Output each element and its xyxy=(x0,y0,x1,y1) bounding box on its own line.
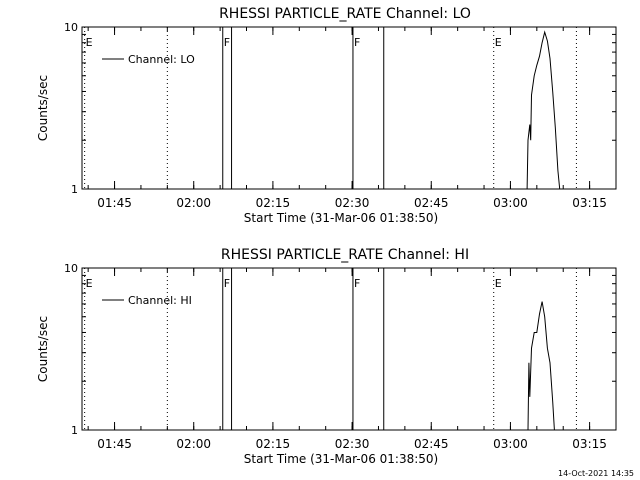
event-label: E xyxy=(495,277,502,290)
series-line xyxy=(527,301,555,431)
y-axis-label: Counts/sec xyxy=(36,316,50,382)
y-axis-label: Counts/sec xyxy=(36,75,50,141)
plot-frame xyxy=(81,267,617,431)
x-tick-label: 02:30 xyxy=(335,437,370,451)
legend-label: Channel: HI xyxy=(128,294,192,307)
x-tick-label: 02:45 xyxy=(414,196,449,210)
plot-frame xyxy=(81,26,617,190)
event-label: E xyxy=(86,277,93,290)
x-tick-label: 03:15 xyxy=(572,196,607,210)
x-tick-label: 02:00 xyxy=(176,437,211,451)
chart-panel-1: RHESSI PARTICLE_RATE Channel: HI E F F E 1 10 0… xyxy=(36,247,617,466)
event-label: E xyxy=(86,36,93,49)
x-tick-label: 02:00 xyxy=(176,196,211,210)
event-label: F xyxy=(354,277,360,290)
y-tick-label: 1 xyxy=(71,424,78,437)
y-tick-label: 10 xyxy=(64,262,78,275)
x-axis-label: Start Time (31-Mar-06 01:38:50) xyxy=(244,211,438,225)
x-tick-label: 03:00 xyxy=(493,437,528,451)
event-label: F xyxy=(354,36,360,49)
chart-title: RHESSI PARTICLE_RATE Channel: HI xyxy=(221,247,469,263)
x-tick-label: 01:45 xyxy=(97,437,132,451)
x-axis-label: Start Time (31-Mar-06 01:38:50) xyxy=(244,452,438,466)
x-tick-label: 02:15 xyxy=(256,437,291,451)
x-tick-label: 03:00 xyxy=(493,196,528,210)
x-tick-label: 02:45 xyxy=(414,437,449,451)
y-tick-label: 10 xyxy=(64,21,78,34)
x-tick-label: 01:45 xyxy=(97,196,132,210)
x-tick-label: 02:15 xyxy=(256,196,291,210)
series-line xyxy=(526,30,561,190)
x-tick-label: 03:15 xyxy=(572,437,607,451)
x-tick-label: 02:30 xyxy=(335,196,370,210)
event-label: F xyxy=(224,277,230,290)
legend-label: Channel: LO xyxy=(128,53,195,66)
y-tick-label: 1 xyxy=(71,183,78,196)
footer-timestamp: 14-Oct-2021 14:35 xyxy=(558,469,634,478)
chart-panel-0: RHESSI PARTICLE_RATE Channel: LO E F F E 1 10 0… xyxy=(36,6,617,225)
chart-title: RHESSI PARTICLE_RATE Channel: LO xyxy=(219,6,471,22)
event-label: F xyxy=(224,36,230,49)
event-label: E xyxy=(495,36,502,49)
